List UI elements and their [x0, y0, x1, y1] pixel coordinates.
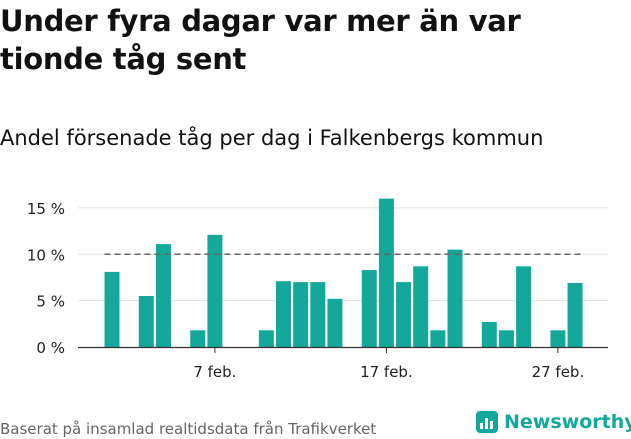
x-tick-label: 7 feb. — [193, 363, 236, 381]
bar — [516, 266, 532, 347]
bar — [481, 321, 497, 347]
bar — [378, 198, 394, 347]
bar — [447, 249, 463, 347]
y-tick-label: 15 % — [27, 200, 65, 218]
bar — [413, 266, 429, 347]
x-tick-label: 27 feb. — [532, 363, 585, 381]
bar — [550, 330, 566, 347]
bar — [327, 298, 343, 347]
bar — [293, 282, 309, 347]
bar — [104, 271, 120, 347]
bar — [361, 270, 377, 347]
bar — [258, 330, 274, 347]
y-tick-label: 0 % — [36, 339, 65, 357]
bar — [430, 330, 446, 347]
bar — [498, 330, 514, 347]
source-note: Baserat på insamlad realtidsdata från Tr… — [0, 420, 377, 438]
bar — [207, 234, 223, 347]
bar — [396, 282, 412, 347]
chart-title: Under fyra dagar var mer än var tionde t… — [0, 4, 521, 76]
bar — [155, 244, 171, 347]
bar — [190, 330, 206, 347]
bar — [567, 283, 583, 347]
bar — [138, 296, 154, 347]
chart-subtitle: Andel försenade tåg per dag i Falkenberg… — [0, 126, 544, 150]
brand-logo: Newsworthy — [476, 409, 631, 435]
brand-name: Newsworthy — [504, 411, 631, 433]
bar — [310, 282, 326, 347]
y-tick-label: 10 % — [27, 246, 65, 264]
y-tick-label: 5 % — [36, 293, 65, 311]
bar — [276, 281, 291, 347]
newsworthy-chart-icon — [476, 411, 498, 433]
x-tick-label: 17 feb. — [360, 363, 413, 381]
